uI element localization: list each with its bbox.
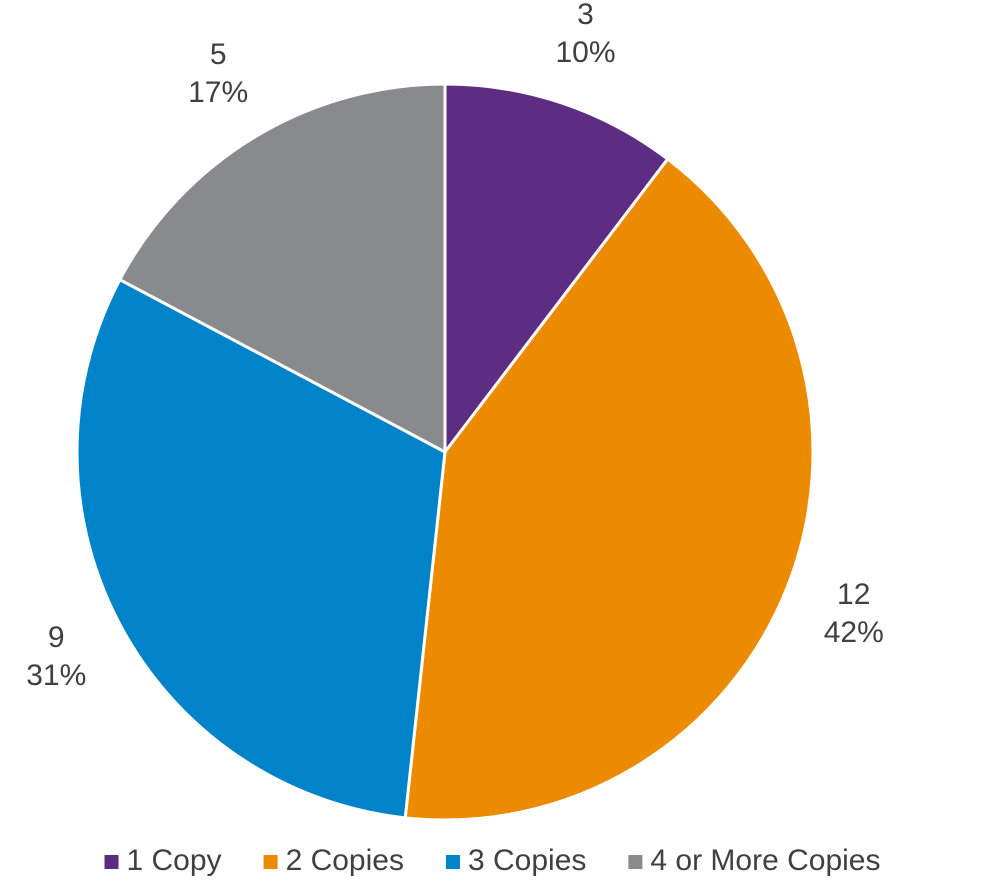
- data-label-value: 9: [48, 621, 65, 654]
- data-label-value: 5: [210, 38, 227, 71]
- data-label-percent: 42%: [824, 616, 884, 649]
- data-label-percent: 10%: [555, 36, 615, 69]
- legend-swatch: [104, 855, 119, 869]
- legend-label: 4 or More Copies: [650, 844, 880, 877]
- data-label-value: 12: [837, 578, 870, 611]
- legend-swatch: [445, 855, 460, 869]
- legend-label: 1 Copy: [127, 844, 222, 877]
- pie-slice: [403, 156, 815, 822]
- legend-swatch: [263, 855, 278, 869]
- data-label-value: 3: [577, 0, 594, 31]
- pie-slice: [443, 82, 670, 457]
- legend-label: 2 Copies: [286, 844, 404, 877]
- pie-slice: [75, 277, 447, 820]
- legend-label: 3 Copies: [468, 844, 586, 877]
- legend-swatch: [628, 855, 643, 869]
- pie-slice: [117, 82, 447, 455]
- data-label-percent: 31%: [26, 659, 86, 692]
- data-label-percent: 17%: [188, 76, 248, 109]
